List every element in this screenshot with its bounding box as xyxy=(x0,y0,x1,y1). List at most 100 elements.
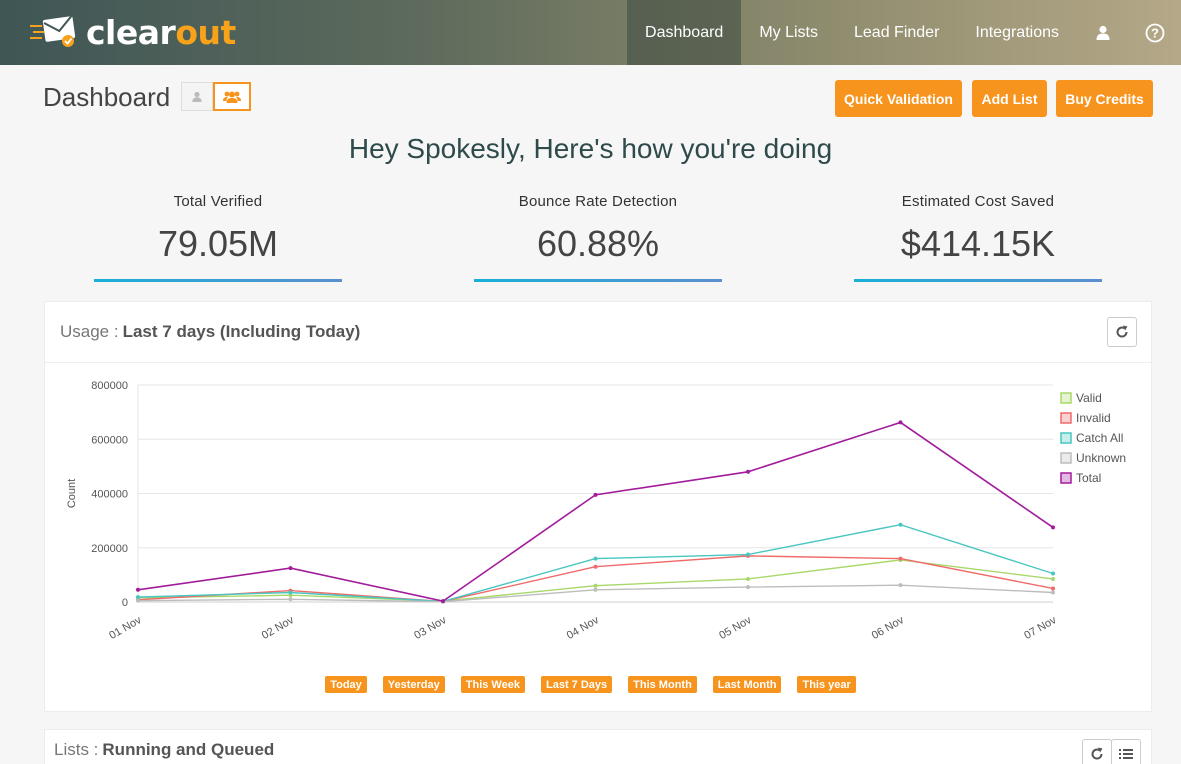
brand-part-1: clear xyxy=(86,12,176,52)
legend-swatch xyxy=(1060,472,1072,484)
refresh-icon xyxy=(1091,747,1103,760)
legend-label: Total xyxy=(1076,471,1101,485)
stat-label: Total Verified xyxy=(173,193,263,210)
filter-this-week[interactable]: This Week xyxy=(460,676,525,693)
data-point xyxy=(593,583,598,588)
nav-dashboard[interactable]: Dashboard xyxy=(627,0,742,65)
stat-underline xyxy=(94,279,342,282)
nav-lead-finder[interactable]: Lead Finder xyxy=(854,23,940,41)
data-point xyxy=(898,522,903,527)
data-point xyxy=(746,552,750,557)
lists-title: Running and Queued xyxy=(102,739,275,759)
nav-my-lists[interactable]: My Lists xyxy=(759,23,818,41)
data-point xyxy=(1051,525,1055,530)
stat-value: $414.15K xyxy=(900,223,1056,264)
brand-name: clearout xyxy=(86,16,236,49)
filter-this-year[interactable]: This year xyxy=(797,676,856,693)
user-icon[interactable] xyxy=(1077,0,1129,65)
data-point xyxy=(898,556,903,561)
lists-panel-header: Lists : Running and Queued xyxy=(45,730,1151,764)
filter-last-7-days[interactable]: Last 7 Days xyxy=(540,676,613,693)
y-axis-label: Count xyxy=(66,479,78,508)
refresh-icon xyxy=(1116,325,1128,338)
page-title: Dashboard xyxy=(43,82,171,112)
y-tick-label: 800000 xyxy=(91,380,128,392)
top-navbar: clearout Dashboard My Lists Lead Finder … xyxy=(0,0,1181,65)
brand-part-2: out xyxy=(175,12,236,52)
brand-logo[interactable]: clearout xyxy=(30,10,236,54)
quick-validation-button[interactable]: Quick Validation xyxy=(835,80,962,117)
stat-underline xyxy=(474,279,722,282)
stat-underline xyxy=(854,279,1102,282)
buy-credits-button[interactable]: Buy Credits xyxy=(1056,80,1153,117)
series-line xyxy=(137,421,1054,603)
data-point xyxy=(1051,590,1055,595)
data-point xyxy=(593,556,598,561)
data-point xyxy=(593,587,598,592)
date-filter-bar: Today Yesterday This Week Last 7 Days Th… xyxy=(0,676,1181,693)
x-tick-label: 02 Nov xyxy=(260,614,297,642)
lists-refresh-button[interactable] xyxy=(1082,739,1112,764)
data-point xyxy=(1051,571,1055,576)
data-point xyxy=(593,492,598,497)
x-tick-label: 06 Nov xyxy=(870,614,907,642)
data-point xyxy=(746,469,750,474)
nav-integrations[interactable]: Integrations xyxy=(975,23,1059,41)
y-tick-label: 600000 xyxy=(91,434,128,446)
view-toggle xyxy=(181,82,251,111)
y-tick-label: 0 xyxy=(122,597,128,609)
data-point xyxy=(441,599,445,604)
filter-this-month[interactable]: This Month xyxy=(628,676,697,693)
data-point xyxy=(746,585,750,590)
legend-label: Catch All xyxy=(1076,431,1123,445)
legend-swatch xyxy=(1060,412,1072,424)
data-point xyxy=(136,587,140,592)
lists-view-toggle-button[interactable] xyxy=(1111,739,1141,764)
usage-chart: 0 200000 400000 600000 800000 Count 01 Nov 02 N… xyxy=(45,363,1151,713)
legend-swatch xyxy=(1060,432,1072,444)
y-tick-label: 200000 xyxy=(91,543,128,555)
list-icon xyxy=(1119,749,1133,759)
filter-last-month[interactable]: Last Month xyxy=(712,676,782,693)
x-tick-label: 07 Nov xyxy=(1022,614,1059,642)
x-tick-label: 04 Nov xyxy=(565,614,602,642)
stat-value: 60.88% xyxy=(536,223,660,264)
stat-cost-saved: Estimated Cost Saved $414.15K xyxy=(854,193,1102,282)
stat-total-verified: Total Verified 79.05M xyxy=(94,193,342,282)
user-icon xyxy=(192,91,202,102)
y-tick-label: 400000 xyxy=(91,489,128,501)
data-point xyxy=(1051,576,1055,581)
team-view-button[interactable] xyxy=(213,82,251,111)
svg-text:?: ? xyxy=(1151,25,1159,40)
x-tick-label: 01 Nov xyxy=(107,614,144,642)
legend-swatch xyxy=(1060,452,1072,464)
stat-value: 79.05M xyxy=(157,223,279,264)
data-point xyxy=(898,420,903,425)
x-tick-label: 03 Nov xyxy=(412,614,449,642)
series-line xyxy=(137,555,1054,603)
legend-label: Valid xyxy=(1076,391,1102,405)
single-user-view-button[interactable] xyxy=(181,82,213,111)
add-list-button[interactable]: Add List xyxy=(972,80,1047,117)
data-point xyxy=(1051,586,1055,591)
legend-label: Unknown xyxy=(1076,451,1126,465)
main-nav: Dashboard My Lists Lead Finder Integrati… xyxy=(627,0,1181,65)
data-point xyxy=(288,590,293,595)
filter-today[interactable]: Today xyxy=(325,676,367,693)
data-point xyxy=(136,595,140,600)
lists-prefix: Lists : xyxy=(54,739,99,759)
usage-line-chart: 0 200000 400000 600000 800000 Count 01 Nov 02 N… xyxy=(66,380,1126,642)
data-point xyxy=(898,583,903,588)
users-icon xyxy=(223,91,241,103)
greeting-heading: Hey Spokesly, Here's how you're doing xyxy=(348,133,833,164)
help-icon[interactable]: ? xyxy=(1129,0,1181,65)
usage-panel-header: Usage : Last 7 days (Including Today) xyxy=(45,302,1151,363)
usage-prefix: Usage : xyxy=(60,322,119,341)
usage-refresh-button[interactable] xyxy=(1107,317,1137,347)
filter-yesterday[interactable]: Yesterday xyxy=(382,676,445,693)
usage-range: Last 7 days (Including Today) xyxy=(122,322,361,341)
stat-label: Bounce Rate Detection xyxy=(518,193,678,210)
lists-panel: Lists : Running and Queued xyxy=(44,729,1152,764)
stat-bounce-rate: Bounce Rate Detection 60.88% xyxy=(474,193,722,282)
